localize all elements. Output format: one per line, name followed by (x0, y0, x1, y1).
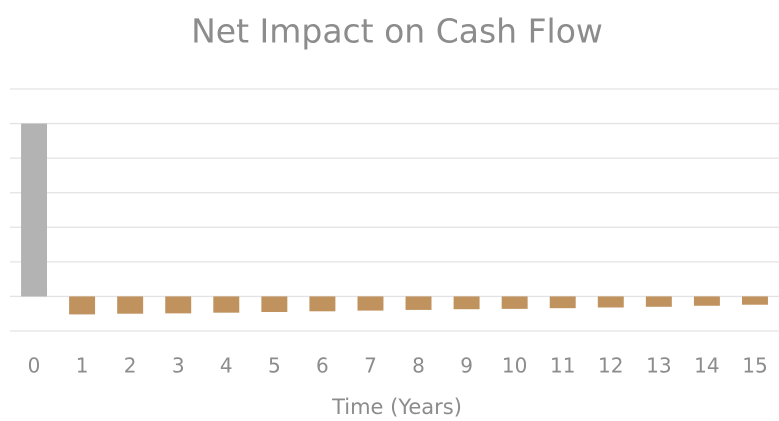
bar (645, 296, 672, 307)
x-tick-label: 13 (646, 354, 671, 378)
x-tick-label: 4 (220, 354, 233, 378)
bar (453, 296, 480, 310)
x-tick-label: 15 (742, 354, 767, 378)
x-tick-label: 3 (172, 354, 185, 378)
x-tick-label: 14 (694, 354, 719, 378)
x-tick-label: 2 (124, 354, 137, 378)
bar (117, 296, 144, 314)
bar (21, 123, 48, 297)
x-tick-label: 5 (268, 354, 281, 378)
bar (261, 296, 288, 312)
x-tick-label: 7 (364, 354, 377, 378)
bar (549, 296, 576, 309)
chart-title: Net Impact on Cash Flow (191, 12, 603, 51)
x-tick-label: 6 (316, 354, 329, 378)
bar (309, 296, 336, 312)
bar (693, 296, 720, 306)
x-tick-label: 0 (28, 354, 41, 378)
bar (213, 296, 240, 313)
x-tick-label: 1 (76, 354, 89, 378)
bar (741, 296, 768, 305)
x-tick-label: 11 (550, 354, 575, 378)
x-tick-label: 9 (460, 354, 473, 378)
x-tick-label: 12 (598, 354, 623, 378)
x-axis-label: Time (Years) (331, 395, 462, 419)
x-tick-label: 10 (502, 354, 527, 378)
bar (501, 296, 528, 309)
bar (69, 296, 96, 315)
bar (405, 296, 432, 310)
bar (165, 296, 192, 314)
bar (597, 296, 624, 308)
x-tick-label: 8 (412, 354, 425, 378)
bar (357, 296, 384, 311)
